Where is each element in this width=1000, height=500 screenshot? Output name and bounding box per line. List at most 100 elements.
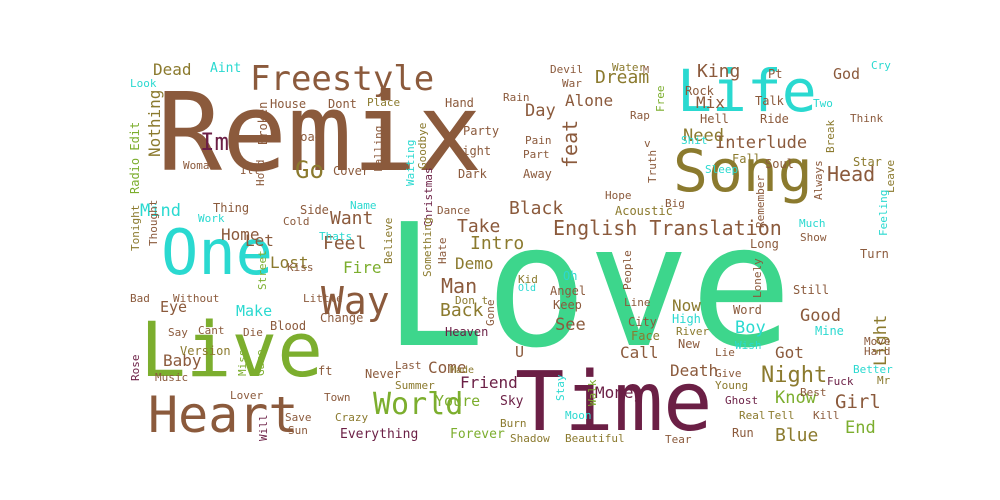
cloud-word: Rose: [129, 354, 142, 382]
cloud-word: Right: [455, 144, 492, 158]
cloud-word: Sleep: [705, 163, 739, 176]
cloud-word: Shadow: [510, 432, 550, 445]
cloud-word: Change: [320, 311, 364, 325]
cloud-word: Say: [168, 326, 188, 339]
cloud-word: Run: [732, 426, 754, 440]
cloud-word: Fall: [732, 152, 761, 166]
cloud-word: Freestyle: [250, 59, 435, 99]
cloud-word: World: [373, 387, 464, 422]
cloud-word: Interlude: [715, 133, 808, 153]
cloud-word: Save: [285, 411, 312, 424]
cloud-word: Burn: [500, 417, 527, 430]
cloud-word: Thats: [319, 230, 353, 243]
cloud-word: Hell: [700, 112, 729, 126]
cloud-word: Good: [800, 306, 841, 326]
cloud-word: Death: [670, 361, 719, 380]
cloud-word: Line: [624, 296, 651, 309]
cloud-word: Mind: [140, 201, 181, 221]
cloud-word: Come: [428, 358, 467, 377]
cloud-word: Something: [421, 217, 434, 278]
cloud-word: River: [676, 325, 710, 338]
cloud-word: Word: [733, 303, 762, 317]
cloud-word: Broken: [256, 101, 270, 146]
cloud-word: Bad: [130, 292, 150, 305]
cloud-word: Eye: [160, 298, 188, 316]
cloud-word: Never: [365, 367, 402, 381]
cloud-word: Real: [739, 409, 766, 422]
cloud-word: Work: [198, 212, 225, 225]
cloud-word: Now: [672, 296, 701, 315]
cloud-word: Life: [677, 57, 817, 125]
cloud-word: Youre: [435, 392, 481, 410]
cloud-word: Truth: [646, 149, 659, 183]
cloud-word: Boy: [735, 318, 766, 338]
cloud-word: Acoustic: [615, 204, 673, 218]
cloud-word: Cant: [198, 324, 225, 337]
cloud-word: Dead: [153, 60, 192, 79]
cloud-word: People: [621, 249, 634, 290]
cloud-word: Way: [321, 279, 390, 323]
cloud-word: Town: [324, 391, 351, 404]
cloud-word: Hard: [864, 345, 891, 358]
cloud-word: Move: [864, 335, 891, 348]
cloud-word: Water: [612, 61, 646, 74]
cloud-word: Forever: [450, 427, 505, 442]
cloud-word: City: [628, 315, 657, 329]
cloud-word: Face: [631, 329, 660, 343]
cloud-word: Baby: [163, 351, 202, 370]
cloud-word: Blue: [775, 425, 819, 446]
cloud-word: Feel: [323, 233, 367, 254]
cloud-word: Without: [173, 292, 220, 305]
cloud-word: Summer: [395, 379, 435, 392]
cloud-word: Street: [256, 249, 269, 290]
cloud-word: Away: [523, 167, 552, 181]
cloud-word: Fire: [343, 258, 382, 277]
cloud-word: Long: [750, 237, 779, 251]
cloud-word: Will: [257, 414, 270, 442]
cloud-word: New: [678, 337, 700, 351]
cloud-word: Star: [853, 155, 882, 169]
cloud-word: Miss: [236, 349, 249, 377]
cloud-word: Road: [293, 130, 322, 144]
cloud-word: Blood: [270, 319, 307, 333]
cloud-word: War: [562, 77, 582, 90]
cloud-word: Need: [683, 126, 724, 146]
cloud-word: Im: [200, 128, 229, 156]
cloud-word: Dance: [437, 204, 471, 217]
cloud-word: Dont: [328, 97, 357, 111]
cloud-word: Devil: [550, 63, 584, 76]
cloud-word: Kid: [518, 273, 538, 286]
cloud-word: Know: [775, 388, 816, 408]
cloud-word: Moon: [565, 409, 592, 422]
cloud-word: Tell: [768, 409, 795, 422]
cloud-word: Rap: [630, 109, 650, 122]
cloud-word: Lonely: [751, 257, 764, 298]
cloud-word: Give: [715, 367, 742, 380]
cloud-word: Dream: [595, 67, 650, 88]
cloud-word: Big: [665, 197, 685, 210]
cloud-word: Still: [793, 283, 830, 297]
cloud-word: Radio Edit: [128, 121, 142, 194]
cloud-word: Two: [813, 97, 833, 110]
cloud-word: Cry: [871, 59, 891, 72]
cloud-word: Call: [620, 343, 659, 362]
cloud-word: Want: [330, 208, 374, 229]
cloud-word: Ghost: [725, 394, 759, 407]
cloud-word: Mine: [815, 324, 844, 338]
cloud-word: Music: [155, 371, 189, 384]
cloud-word: Head: [827, 162, 876, 186]
cloud-word: Ill: [240, 164, 260, 177]
cloud-word: Song: [673, 137, 813, 205]
cloud-word: Wish: [735, 339, 762, 352]
cloud-word: Soul: [765, 157, 794, 171]
cloud-word: Hope: [605, 189, 632, 202]
cloud-word: Pt: [768, 67, 783, 81]
cloud-word: Remember: [754, 174, 767, 228]
cloud-word: ft: [318, 364, 333, 378]
cloud-word: Stay: [554, 374, 567, 402]
cloud-word: Little: [303, 292, 343, 305]
cloud-word: See: [555, 315, 586, 335]
cloud-word: Think: [850, 112, 884, 125]
cloud-word: Oh: [563, 269, 578, 283]
cloud-word: Old: [518, 283, 537, 294]
